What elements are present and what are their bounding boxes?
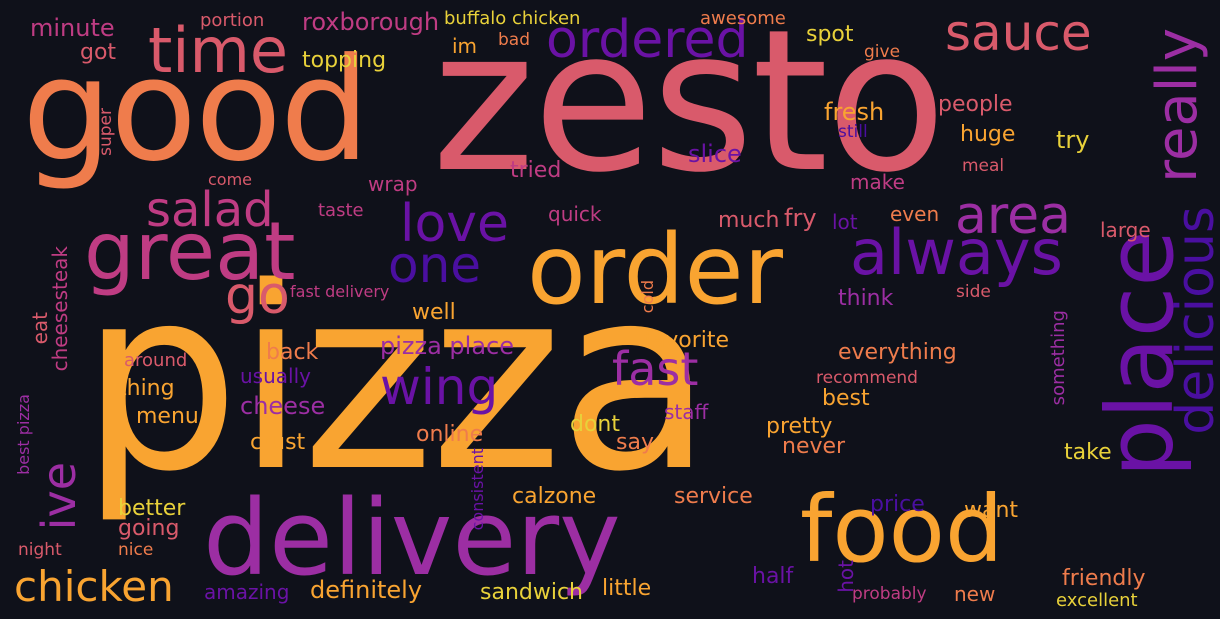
word-tried: tried <box>510 158 562 183</box>
word-bad: bad <box>498 30 530 50</box>
word-wrap: wrap <box>368 172 418 196</box>
word-food: food <box>800 476 1004 583</box>
word-great: great <box>84 205 296 298</box>
word-night: night <box>18 540 62 560</box>
word-try: try <box>1056 126 1090 154</box>
word-eat: eat <box>28 312 52 345</box>
word-cold: cold <box>638 280 657 314</box>
word-menu: menu <box>136 404 199 429</box>
word-awesome: awesome <box>700 8 786 29</box>
word-cheesesteak: cheesesteak <box>48 246 72 372</box>
word-good: good <box>22 28 370 193</box>
word-staff: staff <box>664 400 709 424</box>
word-super: super <box>96 108 116 156</box>
word-definitely: definitely <box>310 576 423 604</box>
word-huge: huge <box>960 122 1016 147</box>
word-lot: lot <box>832 210 858 234</box>
word-even: even <box>890 202 940 226</box>
word-one: one <box>388 236 482 294</box>
word-really: really <box>1145 28 1210 183</box>
word-recommend: recommend <box>816 368 918 388</box>
word-delicious: delicious <box>1166 206 1220 435</box>
word-large: large <box>1100 218 1151 242</box>
word-something: something <box>1048 310 1069 406</box>
word-give: give <box>864 42 901 62</box>
word-probably: probably <box>852 584 927 604</box>
word-back: back <box>266 340 319 365</box>
word-going: going <box>118 516 180 541</box>
word-everything: everything <box>838 340 957 365</box>
word-spot: spot <box>806 22 854 47</box>
word-much: much <box>718 208 780 233</box>
word-online: online <box>416 422 484 447</box>
word-pizza-place: pizza place <box>380 332 515 360</box>
word-thing: thing <box>118 376 175 401</box>
word-ive: ive <box>32 462 86 531</box>
word-chicken: chicken <box>14 562 174 611</box>
word-consistent: consistent <box>468 448 487 531</box>
word-love: love <box>400 194 510 254</box>
word-topping: topping <box>302 48 387 73</box>
word-around: around <box>124 350 188 371</box>
word-half: half <box>752 564 794 589</box>
word-want: want <box>964 498 1019 523</box>
word-best: best <box>822 386 870 411</box>
word-think: think <box>838 286 894 311</box>
word-people: people <box>938 92 1013 117</box>
word-calzone: calzone <box>512 484 597 509</box>
word-well: well <box>412 300 456 325</box>
word-buffalo-chicken: buffalo chicken <box>444 8 581 29</box>
word-friendly: friendly <box>1062 566 1146 591</box>
word-im: im <box>452 34 478 58</box>
word-never: never <box>782 434 846 459</box>
word-make: make <box>850 170 905 194</box>
word-delivery: delivery <box>203 477 621 599</box>
word-salad: salad <box>146 182 274 238</box>
word-pizza: pizza <box>80 234 713 527</box>
word-side: side <box>956 282 991 302</box>
word-dont: dont <box>570 412 620 437</box>
word-ordered: ordered <box>546 10 749 70</box>
word-cheese: cheese <box>240 392 326 420</box>
word-still: still <box>838 122 868 142</box>
word-amazing: amazing <box>204 580 290 604</box>
word-crust: crust <box>250 430 306 455</box>
word-time: time <box>148 14 289 87</box>
word-order: order <box>527 214 783 326</box>
word-service: service <box>674 484 753 509</box>
word-fast: fast <box>612 342 699 396</box>
word-pretty: pretty <box>766 414 833 439</box>
word-take: take <box>1064 440 1112 465</box>
word-new: new <box>954 582 996 606</box>
word-minute: minute <box>30 14 115 42</box>
word-got: got <box>80 40 117 65</box>
word-nice: nice <box>118 540 154 560</box>
word-favorite: favorite <box>644 328 730 353</box>
word-excellent: excellent <box>1056 590 1138 611</box>
word-sauce: sauce <box>945 4 1092 62</box>
word-wing: wing <box>380 358 499 416</box>
word-say: say <box>616 430 654 455</box>
word-roxborough: roxborough <box>302 8 440 36</box>
word-slice: slice <box>688 140 742 168</box>
word-better: better <box>118 496 186 521</box>
word-price: price <box>870 492 925 517</box>
word-taste: taste <box>318 200 364 221</box>
word-fast-delivery: fast delivery <box>290 282 390 301</box>
word-meal: meal <box>962 156 1005 176</box>
word-quick: quick <box>548 202 602 226</box>
word-usually: usually <box>240 364 311 388</box>
word-fry: fry <box>784 204 817 232</box>
word-come: come <box>208 170 253 189</box>
word-area: area <box>955 186 1071 246</box>
word-portion: portion <box>200 10 265 31</box>
word-fresh: fresh <box>824 98 885 126</box>
word-always: always <box>850 216 1063 289</box>
word-sandwich: sandwich <box>480 580 583 605</box>
word-zesto: zesto <box>432 0 946 216</box>
word-best-pizza: best pizza <box>14 394 33 475</box>
word-go: go <box>225 266 290 326</box>
word-little: little <box>602 576 652 601</box>
